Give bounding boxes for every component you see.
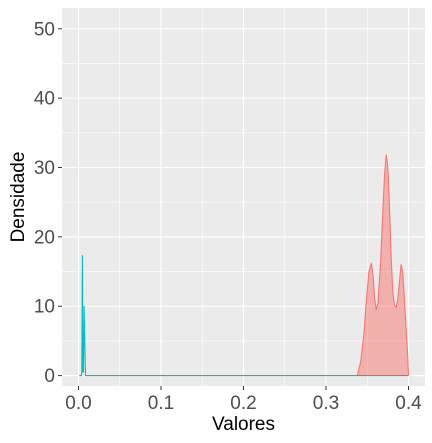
axes: 0.0 0.1 0.2 0.3 0.4 0 10 20 30 40 50 [34,19,422,414]
y-tick-label: 30 [34,158,55,179]
y-axis-label: Densidade [8,152,29,243]
density-line-1 [356,154,410,376]
x-tick-label: 0.3 [313,393,339,414]
x-axis-label: Valores [212,414,275,435]
y-tick-label: 50 [34,19,55,40]
x-tick-label: 0.4 [395,393,422,414]
series-layer [79,154,410,377]
y-tick-label: 0 [44,366,55,387]
y-tick-label: 20 [34,227,55,248]
y-tick-label: 40 [34,89,55,110]
y-tick-label: 10 [34,297,55,318]
density-area-1 [357,155,409,376]
density-line-0 [79,255,409,377]
x-tick-label: 0.2 [230,393,256,414]
x-tick-label: 0.0 [65,393,91,414]
x-tick-label: 0.1 [148,393,174,414]
